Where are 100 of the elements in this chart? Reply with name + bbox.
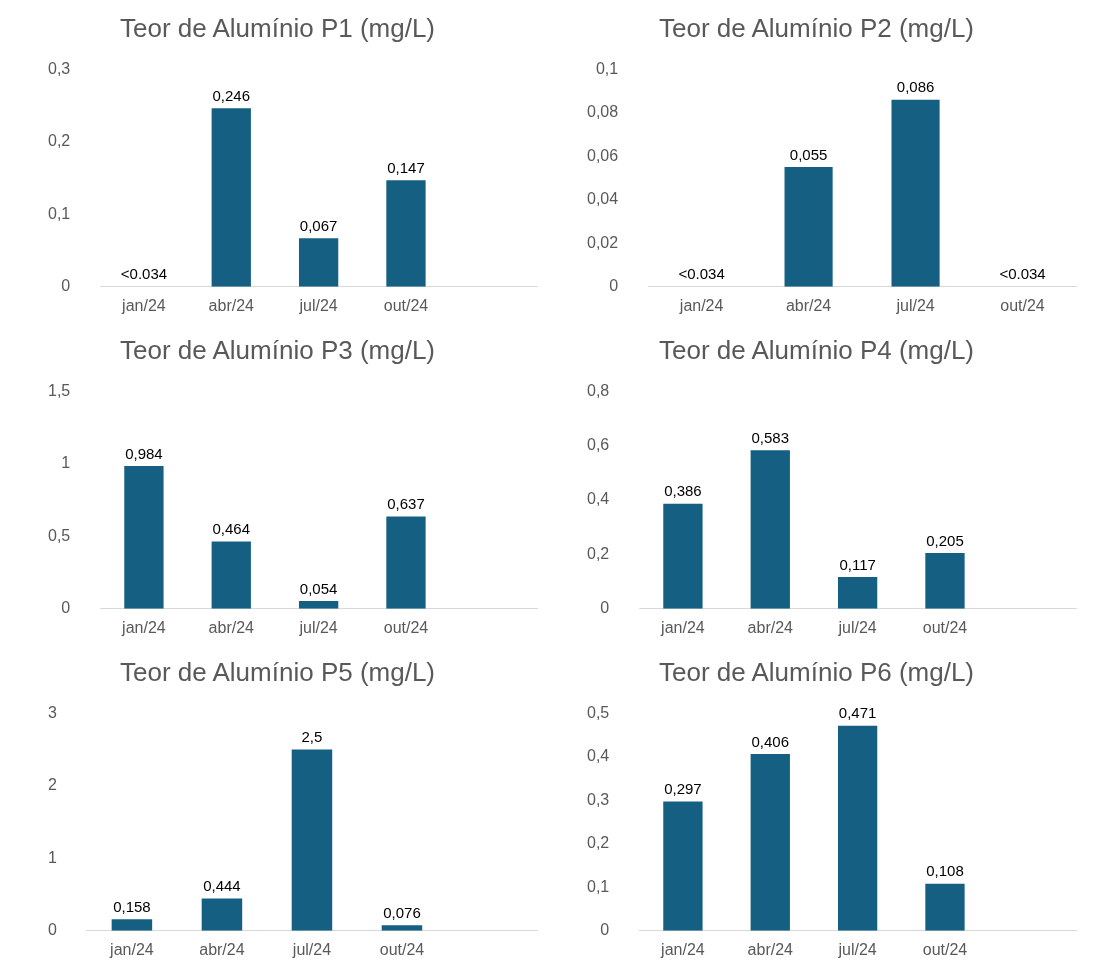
x-tick-label: jan/24: [109, 940, 154, 958]
y-tick-label: 0,8: [586, 381, 610, 399]
x-tick-label: out/24: [383, 618, 429, 636]
chart-title: Teor de Alumínio P4 (mg/L): [658, 334, 975, 365]
x-tick-label: jul/24: [837, 940, 877, 958]
bar: [925, 883, 965, 931]
bar: [837, 725, 878, 931]
data-label: 0,406: [751, 732, 790, 750]
x-tick-label: jul/24: [291, 940, 332, 958]
y-tick-label: 0: [47, 921, 57, 939]
x-tick-label: out/24: [922, 618, 968, 636]
bar: [386, 180, 426, 287]
y-tick-label: 0: [600, 921, 610, 939]
text: <0.034: [678, 265, 725, 283]
x-tick-label: abr/24: [199, 940, 245, 958]
y-tick-label: 0,2: [586, 544, 610, 562]
bar: [663, 503, 703, 609]
y-tick-label: 0,1: [586, 877, 610, 895]
chart-title: Teor de Alumínio P6 (mg/L): [658, 656, 975, 687]
bar: [837, 576, 878, 609]
y-tick-label: 0,6: [586, 436, 610, 454]
y-tick-label: 1: [47, 848, 57, 866]
x-tick-label: jul/24: [895, 296, 935, 314]
data-label: 0,444: [203, 877, 241, 895]
bar: [201, 898, 243, 931]
chart-title: Teor de Alumínio P1 (mg/L): [119, 12, 436, 43]
data-label: 0,464: [212, 520, 251, 538]
y-tick-label: 0,2: [47, 132, 71, 150]
y-tick-label: 0: [61, 277, 71, 295]
bar: [211, 541, 251, 609]
y-tick-label: 0,5: [586, 703, 610, 721]
x-tick-label: jul/24: [837, 618, 877, 636]
data-label: 0,147: [387, 158, 425, 176]
y-tick-label: 0,04: [587, 190, 619, 208]
data-label: 0,984: [125, 444, 163, 462]
bar: [750, 754, 790, 931]
data-label: 0,471: [838, 704, 877, 722]
y-tick-label: 1: [61, 454, 71, 472]
bar: [750, 450, 790, 609]
y-tick-label: 0,3: [586, 790, 610, 808]
x-tick-label: jan/24: [660, 940, 705, 958]
y-tick-label: 0,02: [587, 233, 619, 251]
y-tick-label: 0,06: [587, 146, 619, 164]
data-label: 0,205: [926, 531, 964, 549]
bar: [211, 108, 251, 287]
bar: [298, 238, 339, 287]
data-label: 0,055: [789, 145, 828, 163]
x-tick-label: abr/24: [785, 296, 832, 314]
y-tick-label: 0,3: [47, 59, 71, 77]
data-label: 0,297: [664, 780, 702, 798]
data-label: 0,386: [664, 482, 702, 500]
y-tick-label: 0,2: [586, 834, 610, 852]
data-label: 0,086: [896, 78, 935, 96]
x-tick-label: jan/24: [678, 296, 724, 314]
x-tick-label: jul/24: [298, 296, 338, 314]
bar: [291, 749, 333, 931]
data-label: 0,067: [299, 216, 338, 234]
y-tick-label: 0,08: [587, 103, 619, 121]
x-tick-label: abr/24: [747, 618, 794, 636]
data-label: 0,583: [751, 428, 790, 446]
y-tick-label: 0,1: [595, 59, 619, 77]
x-tick-label: out/24: [383, 296, 429, 314]
chart-title: Teor de Alumínio P2 (mg/L): [658, 12, 975, 43]
chart-title: Teor de Alumínio P5 (mg/L): [119, 656, 436, 687]
bar: [124, 466, 164, 609]
text: <0.034: [120, 265, 168, 283]
y-tick-label: 0,4: [586, 747, 610, 765]
y-tick-label: 2: [47, 776, 57, 794]
bar: [663, 801, 703, 931]
x-tick-label: jan/24: [121, 618, 166, 636]
y-tick-label: 0: [600, 599, 610, 617]
x-tick-label: abr/24: [208, 618, 255, 636]
x-tick-label: abr/24: [208, 296, 255, 314]
data-label: 0,637: [387, 495, 425, 513]
y-tick-label: 0,1: [47, 204, 71, 222]
data-label: 0,054: [299, 579, 338, 597]
text: <0.034: [999, 265, 1046, 283]
y-tick-label: 1,5: [47, 381, 71, 399]
data-label: 0,246: [212, 87, 251, 105]
y-tick-label: 0: [61, 599, 71, 617]
x-tick-label: jan/24: [660, 618, 705, 636]
data-label: 2,5: [301, 728, 323, 746]
bar: [381, 925, 423, 931]
bar: [386, 516, 426, 609]
y-tick-label: 0: [609, 277, 619, 295]
x-tick-label: jul/24: [298, 618, 338, 636]
data-label: 0,108: [926, 862, 964, 880]
y-tick-label: 0,5: [47, 526, 71, 544]
x-tick-label: abr/24: [747, 940, 794, 958]
x-tick-label: out/24: [1000, 296, 1045, 314]
x-tick-label: jan/24: [121, 296, 166, 314]
y-tick-label: 3: [47, 703, 57, 721]
x-tick-label: out/24: [379, 940, 425, 958]
data-label: 0,117: [839, 555, 876, 573]
bar: [925, 553, 965, 609]
data-label: 0,158: [113, 897, 151, 915]
y-tick-label: 0,4: [586, 490, 610, 508]
bar: [111, 919, 153, 931]
x-tick-label: out/24: [922, 940, 968, 958]
data-label: 0,076: [383, 903, 421, 921]
